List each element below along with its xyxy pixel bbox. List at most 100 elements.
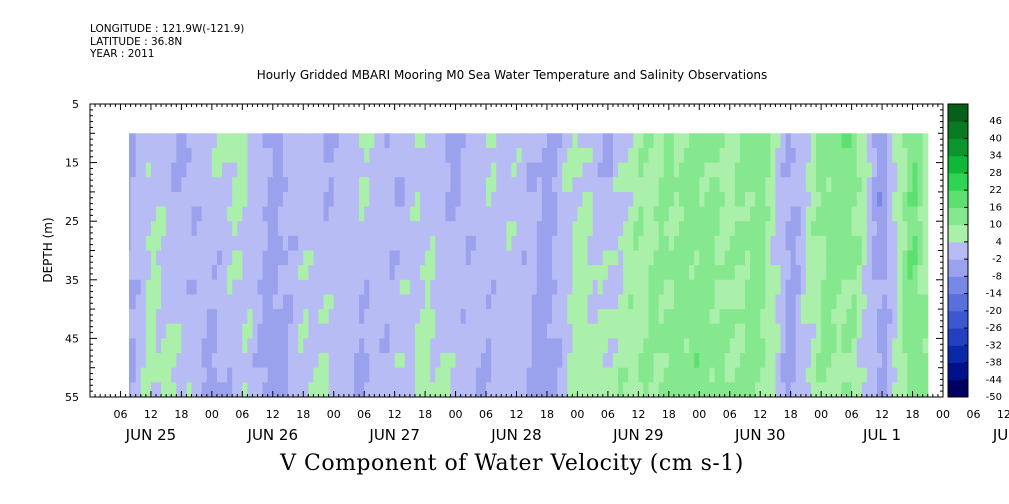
heatmap-cell <box>699 279 705 296</box>
heatmap-cell <box>750 177 756 193</box>
heatmap-cell <box>785 162 792 178</box>
heatmap-cell <box>176 382 182 397</box>
heatmap-cell <box>379 338 386 354</box>
heatmap-cell <box>308 382 315 397</box>
heatmap-cell <box>684 367 690 383</box>
heatmap-cell <box>861 235 868 252</box>
colorbar-tick-label: -26 <box>986 323 1002 334</box>
heatmap-cell <box>242 177 248 193</box>
heatmap-cell <box>531 323 538 339</box>
heatmap-cell <box>775 294 782 310</box>
heatmap-cell <box>668 338 675 354</box>
heatmap-cell <box>876 309 883 325</box>
heatmap-cell <box>800 265 807 281</box>
heatmap-cell <box>704 206 711 222</box>
heatmap-cell <box>277 309 284 325</box>
heatmap-cell <box>638 221 645 237</box>
heatmap-cell <box>912 309 919 325</box>
heatmap-cell <box>871 250 878 266</box>
heatmap-cell <box>790 309 797 325</box>
heatmap-cell <box>582 265 589 281</box>
heatmap-cell <box>729 177 736 193</box>
heatmap-cell <box>602 294 609 310</box>
x-hour-label: 18 <box>784 408 798 421</box>
heatmap-cell <box>293 235 299 252</box>
heatmap-cell <box>607 323 614 339</box>
heatmap-cell <box>491 294 497 310</box>
heatmap-cell <box>267 367 274 383</box>
heatmap-cell <box>633 206 639 222</box>
heatmap-cell <box>475 338 482 354</box>
heatmap-cell <box>328 309 335 325</box>
heatmap-cell <box>186 382 193 397</box>
heatmap-cell <box>902 221 909 237</box>
heatmap-cell <box>156 309 162 325</box>
heatmap-cell <box>166 147 172 164</box>
heatmap-cell <box>826 353 832 369</box>
heatmap-cell <box>222 338 228 354</box>
heatmap-cell <box>816 338 822 354</box>
heatmap-cell <box>491 338 497 354</box>
heatmap-cell <box>734 353 741 369</box>
heatmap-cell <box>724 206 731 222</box>
heatmap-cell <box>780 147 787 164</box>
heatmap-cell <box>800 250 807 266</box>
heatmap-cell <box>800 147 807 164</box>
heatmap-cell <box>313 235 320 252</box>
heatmap-cell <box>440 162 447 178</box>
heatmap-cell <box>140 309 147 325</box>
heatmap-cell <box>399 250 406 266</box>
heatmap-cell <box>409 162 416 178</box>
heatmap-cell <box>262 294 269 310</box>
heatmap-cell <box>567 323 573 339</box>
heatmap-cell <box>831 294 837 310</box>
heatmap-cell <box>430 191 436 208</box>
heatmap-cell <box>714 367 721 383</box>
heatmap-cell <box>597 279 604 296</box>
heatmap-cell <box>917 382 924 397</box>
heatmap-cell <box>435 147 441 164</box>
heatmap-cell <box>460 191 467 208</box>
heatmap-cell <box>140 235 147 252</box>
heatmap-cell <box>648 265 655 281</box>
heatmap-cell <box>780 294 787 310</box>
heatmap-cell <box>887 367 893 383</box>
heatmap-cell <box>222 382 228 397</box>
heatmap-cell <box>501 323 507 339</box>
heatmap-cell <box>293 353 299 369</box>
heatmap-cell <box>348 235 355 252</box>
heatmap-cell <box>435 309 441 325</box>
heatmap-cell <box>628 323 634 339</box>
heatmap-cell <box>587 177 594 193</box>
heatmap-cell <box>790 133 797 149</box>
heatmap-cell <box>348 206 355 222</box>
heatmap-cell <box>597 353 604 369</box>
heatmap-cell <box>800 235 807 252</box>
heatmap-cell <box>277 177 284 193</box>
heatmap-cell <box>475 279 482 296</box>
heatmap-cell <box>425 294 431 310</box>
heatmap-cell <box>587 191 594 208</box>
x-hour-label: 12 <box>875 408 889 421</box>
heatmap-cell <box>470 147 477 164</box>
heatmap-cell <box>176 294 182 310</box>
heatmap-cell <box>491 147 497 164</box>
heatmap-cell <box>227 147 233 164</box>
heatmap-cell <box>618 279 624 296</box>
heatmap-cell <box>922 147 929 164</box>
x-hour-label: 00 <box>692 408 706 421</box>
heatmap-cell <box>729 294 736 310</box>
heatmap-cell <box>384 250 391 266</box>
heatmap-cell <box>699 250 705 266</box>
heatmap-cell <box>227 206 233 222</box>
heatmap-cell <box>612 177 619 193</box>
heatmap-cell <box>222 353 228 369</box>
heatmap-cell <box>130 147 137 164</box>
heatmap-cell <box>409 367 416 383</box>
heatmap-cell <box>582 250 589 266</box>
heatmap-cell <box>678 382 685 397</box>
heatmap-cell <box>455 235 462 252</box>
heatmap-cell <box>871 221 878 237</box>
heatmap-cell <box>567 367 573 383</box>
heatmap-cell <box>704 367 711 383</box>
